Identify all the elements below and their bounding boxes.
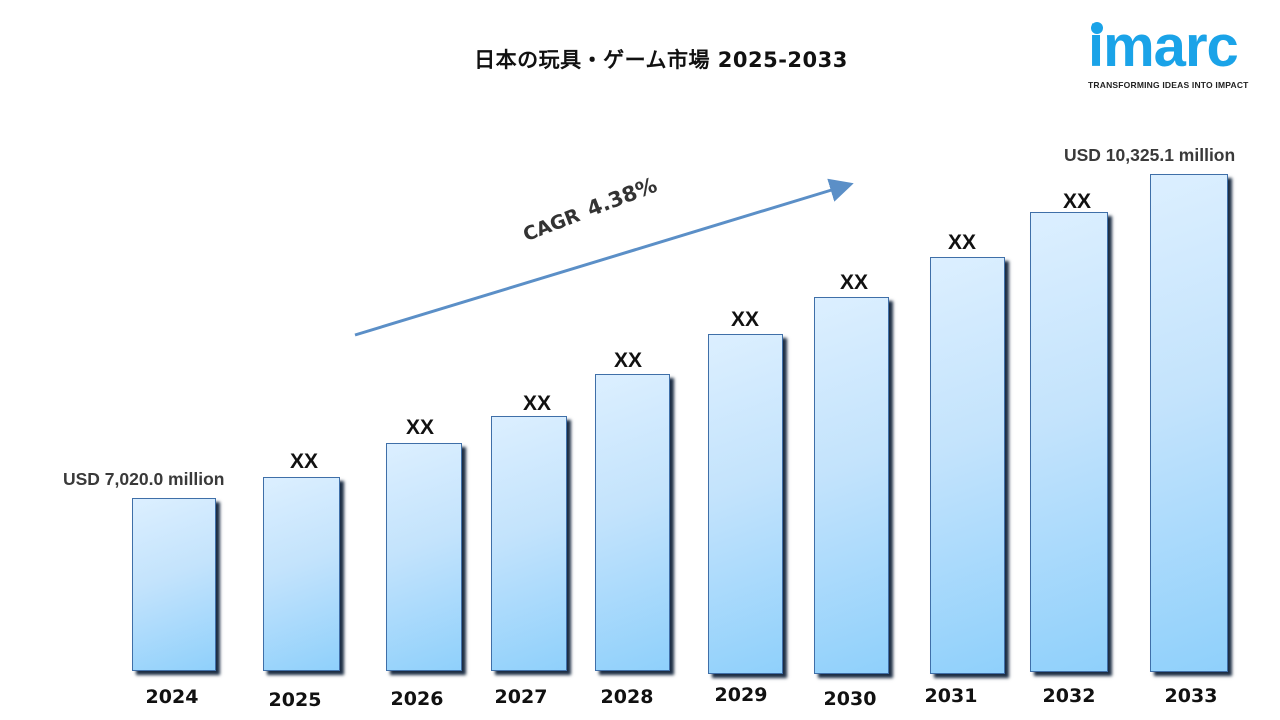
bar-value-label: XX bbox=[522, 392, 551, 415]
x-tick-label: 2031 bbox=[924, 685, 978, 707]
x-tick-label: 2030 bbox=[823, 688, 877, 710]
bar-2024 bbox=[132, 498, 216, 671]
bar-value-label: XX bbox=[947, 231, 976, 254]
bar-value-label: XX bbox=[839, 271, 868, 294]
logo-dot-icon bbox=[1091, 22, 1103, 34]
logo-text: imarc bbox=[1088, 14, 1239, 79]
bar-value-label: XX bbox=[613, 349, 642, 372]
bar-2032 bbox=[1030, 212, 1108, 672]
imarc-logo: imarc TRANSFORMING IDEAS INTO IMPACT bbox=[1088, 18, 1268, 91]
logo-tagline: TRANSFORMING IDEAS INTO IMPACT bbox=[1088, 80, 1249, 90]
x-tick-label: 2028 bbox=[600, 686, 654, 708]
bar-value-label: XX bbox=[405, 416, 434, 439]
bar-2026 bbox=[386, 443, 462, 671]
x-tick-label: 2033 bbox=[1164, 685, 1218, 707]
chart-title: 日本の玩具・ゲーム市場 2025-2033 bbox=[474, 48, 848, 72]
logo-wordmark: imarc bbox=[1088, 18, 1268, 78]
x-tick-label: 2032 bbox=[1042, 685, 1096, 707]
bar-2031 bbox=[930, 257, 1005, 674]
bar-2030 bbox=[814, 297, 889, 674]
bar-value-label: XX bbox=[1062, 190, 1091, 213]
x-tick-label: 2024 bbox=[145, 686, 199, 708]
bar-value-label: XX bbox=[289, 450, 318, 473]
bar-2028 bbox=[595, 374, 670, 671]
x-tick-label: 2027 bbox=[494, 686, 548, 708]
bar-value-label: XX bbox=[730, 308, 759, 331]
end-value-label: USD 10,325.1 million bbox=[1064, 145, 1236, 165]
bar-2029 bbox=[708, 334, 783, 674]
x-tick-label: 2025 bbox=[268, 689, 322, 711]
bar-2033 bbox=[1150, 174, 1228, 672]
start-value-label: USD 7,020.0 million bbox=[63, 469, 225, 489]
bar-2027 bbox=[491, 416, 567, 671]
bar-2025 bbox=[263, 477, 340, 671]
x-tick-label: 2029 bbox=[714, 684, 768, 706]
x-tick-label: 2026 bbox=[390, 688, 444, 710]
